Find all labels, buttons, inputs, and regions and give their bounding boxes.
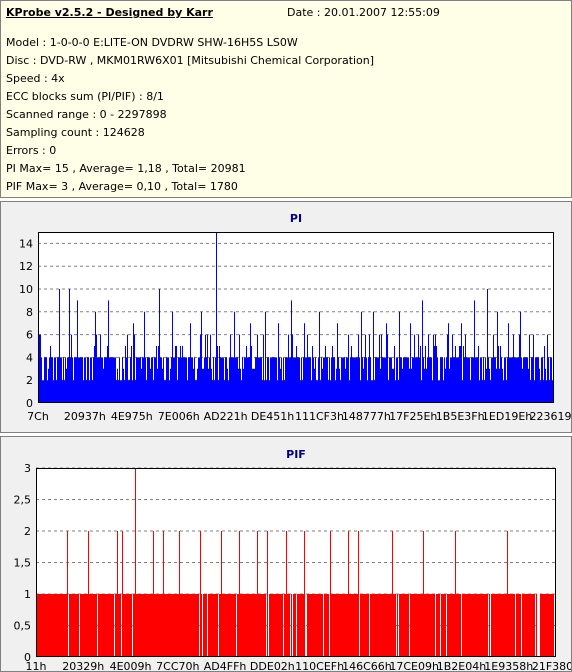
speed-line: Speed : 4x <box>6 72 65 85</box>
pif-chart: PIF 0 0,5 1 1,5 2 2,5 3 11h 20329h 4E009h 7CC70h AD4… <box>14 448 572 671</box>
bar-series <box>38 232 554 403</box>
y-tick-label: 3 <box>24 462 31 475</box>
y-tick-label: 8 <box>26 306 33 319</box>
x-tick-label: 1ED19Eh <box>482 410 532 423</box>
pif-stats-line: PIF Max= 3 , Average= 0,10 , Total= 1780 <box>6 180 238 193</box>
y-tick-label: 2 <box>24 525 31 538</box>
y-tick-label: 2,5 <box>14 494 32 507</box>
x-tick-label: 110CEFh <box>295 660 344 671</box>
pi-chart-panel: PI 0 2 4 6 8 10 12 14 7Ch 20937h 4E975h 7E006h AD221h… <box>0 201 572 433</box>
range-line: Scanned range : 0 - 2297898 <box>6 108 167 121</box>
pi-stats-line: PI Max= 15 , Average= 1,18 , Total= 2098… <box>6 162 246 175</box>
y-tick-label: 1,5 <box>14 557 32 570</box>
x-tick-label: 4E009h <box>110 660 152 671</box>
y-tick-label: 12 <box>19 260 33 273</box>
x-tick-label: DE451h <box>251 410 294 423</box>
bar-series <box>36 468 556 657</box>
x-tick-label: 148777h <box>342 410 391 423</box>
y-tick-label: 0 <box>24 651 31 664</box>
x-tick-label: 111CF3h <box>295 410 344 423</box>
y-tick-label: 0,5 <box>14 620 32 633</box>
sampling-line: Sampling count : 124628 <box>6 126 145 139</box>
x-tick-label: 20937h <box>64 410 106 423</box>
x-tick-label: 17F25Eh <box>389 410 437 423</box>
x-tick-label: 7E006h <box>158 410 200 423</box>
y-tick-label: 0 <box>26 397 33 410</box>
x-tick-label: AD221h <box>204 410 248 423</box>
x-tick-label: 7Ch <box>27 410 49 423</box>
x-tick-label: 20329h <box>62 660 104 671</box>
y-tick-label: 14 <box>19 237 33 250</box>
x-tick-label: 21F380h <box>532 660 571 671</box>
x-tick-label: 1B2E04h <box>437 660 486 671</box>
chart-title: PIF <box>286 448 306 461</box>
x-tick-label: 223619h <box>530 410 571 423</box>
plot-frame <box>38 232 554 403</box>
y-tick-label: 4 <box>26 351 33 364</box>
x-tick-label: 7CC70h <box>156 660 199 671</box>
ecc-line: ECC blocks sum (PI/PIF) : 8/1 <box>6 90 164 103</box>
x-tick-label: 17CE09h <box>389 660 439 671</box>
x-tick-label: 1E9358h <box>484 660 533 671</box>
y-tick-label: 6 <box>26 329 33 342</box>
x-tick-label: 146C66h <box>342 660 392 671</box>
y-tick-label: 2 <box>26 374 33 387</box>
plot-frame <box>36 468 556 657</box>
pif-chart-panel: PIF 0 0,5 1 1,5 2 2,5 3 11h 20329h 4E009h 7CC70h AD4… <box>0 436 572 672</box>
app-title: KProbe v2.5.2 - Designed by Karr <box>6 6 213 19</box>
x-tick-label: 4E975h <box>111 410 153 423</box>
chart-title: PI <box>290 212 302 225</box>
pi-chart: PI 0 2 4 6 8 10 12 14 7Ch 20937h 4E975h 7E006h AD221h… <box>19 212 571 423</box>
y-tick-label: 10 <box>19 283 33 296</box>
x-tick-label: 1B5E3Fh <box>436 410 485 423</box>
model-line: Model : 1-0-0-0 E:LITE-ON DVDRW SHW-16H5… <box>6 36 298 49</box>
x-tick-label: AD4FFh <box>204 660 247 671</box>
info-panel: KProbe v2.5.2 - Designed by Karr Date : … <box>0 0 572 198</box>
errors-line: Errors : 0 <box>6 144 57 157</box>
scan-date: Date : 20.01.2007 12:55:09 <box>287 6 440 19</box>
x-tick-label: 11h <box>26 660 47 671</box>
disc-line: Disc : DVD-RW , MKM01RW6X01 [Mitsubishi … <box>6 54 375 67</box>
y-tick-label: 1 <box>24 588 31 601</box>
x-tick-label: DDE02h <box>250 660 295 671</box>
